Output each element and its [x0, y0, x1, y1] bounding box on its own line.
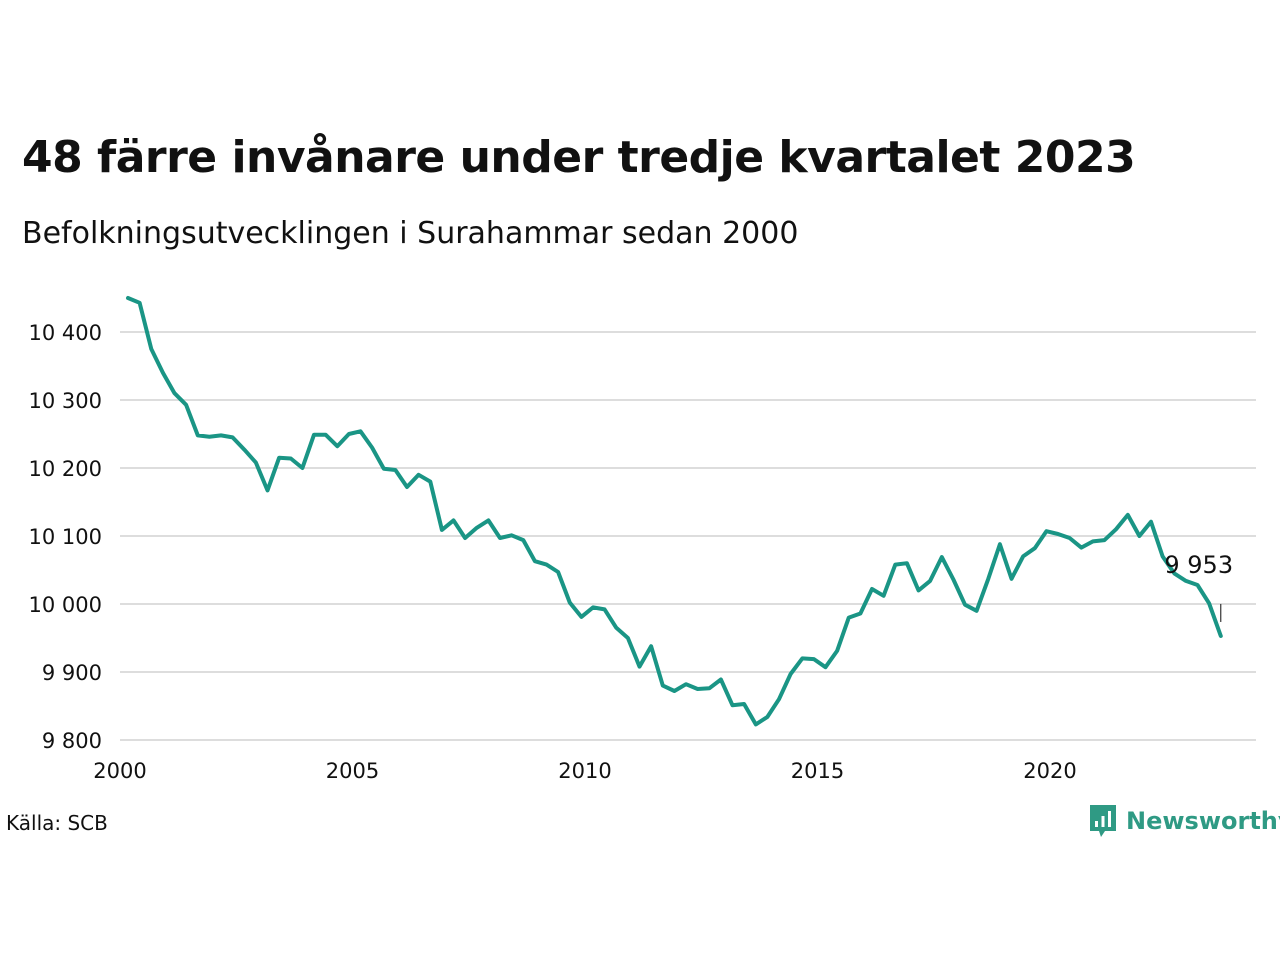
- x-tick-label: 2015: [791, 759, 844, 783]
- y-tick-label: 10 400: [29, 321, 102, 345]
- y-tick-label: 10 300: [29, 389, 102, 413]
- population-line: [126, 296, 1223, 727]
- newsworthy-brand: Newsworthy: [1088, 803, 1280, 839]
- gridlines: [120, 331, 1256, 741]
- y-axis-ticks: 9 800 9 900 10 000 10 100 10 200 10 300 10 400: [29, 321, 102, 753]
- x-axis-ticks: 2000 2005 2010 2015 2020: [93, 759, 1076, 783]
- y-tick-label: 10 000: [29, 593, 102, 617]
- x-tick-label: 2000: [93, 759, 146, 783]
- x-tick-label: 2005: [326, 759, 379, 783]
- x-tick-label: 2010: [558, 759, 611, 783]
- chart-subtitle: Befolkningsutvecklingen i Surahammar sed…: [22, 216, 799, 251]
- source-note: Källa: SCB: [6, 811, 108, 835]
- y-tick-label: 10 200: [29, 457, 102, 481]
- last-value-label: 9 953: [1164, 551, 1233, 579]
- x-tick-label: 2020: [1023, 759, 1076, 783]
- brand-name: Newsworthy: [1126, 807, 1280, 835]
- y-tick-label: 9 900: [42, 661, 102, 685]
- y-tick-label: 10 100: [29, 525, 102, 549]
- chart-title: 48 färre invånare under tredje kvartalet…: [22, 132, 1136, 183]
- y-tick-label: 9 800: [42, 729, 102, 753]
- newsworthy-logo-icon: [1090, 805, 1116, 837]
